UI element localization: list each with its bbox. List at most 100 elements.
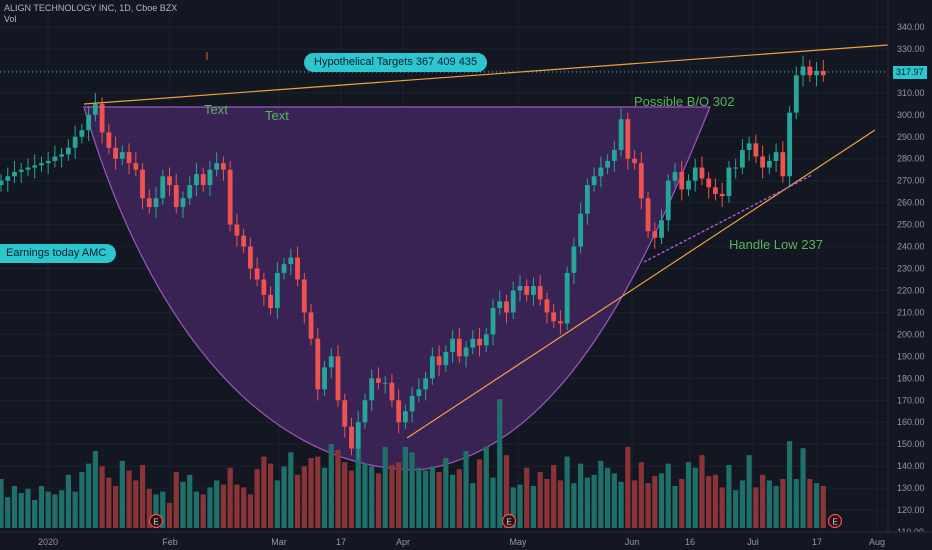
volume-bar bbox=[658, 473, 665, 528]
candle-body bbox=[477, 338, 482, 346]
candle-body bbox=[322, 367, 327, 390]
price-tick-label: 130.00 bbox=[897, 483, 925, 493]
candle-body bbox=[470, 338, 476, 348]
volume-bar bbox=[706, 476, 712, 528]
volume-bar bbox=[591, 474, 597, 528]
candle-body bbox=[692, 167, 698, 181]
volume-bar bbox=[139, 465, 146, 528]
earnings-marker: E bbox=[501, 513, 517, 529]
volume-bar bbox=[598, 460, 604, 528]
candle-body bbox=[66, 147, 71, 155]
volume-bar bbox=[476, 459, 483, 528]
candle-body bbox=[436, 356, 442, 366]
candle-body bbox=[618, 119, 624, 150]
candle-body bbox=[207, 169, 213, 186]
volume-bar bbox=[99, 466, 105, 528]
price-tick-label: 140.00 bbox=[897, 461, 925, 471]
time-tick-label: May bbox=[509, 537, 527, 547]
candle-body bbox=[793, 75, 799, 113]
candle-body bbox=[531, 286, 536, 295]
price-tick-label: 180.00 bbox=[897, 373, 925, 383]
candle-body bbox=[200, 174, 206, 186]
candle-body bbox=[564, 272, 570, 324]
volume-bar bbox=[25, 488, 31, 528]
candle-body bbox=[221, 163, 226, 170]
volume-bar bbox=[760, 474, 766, 528]
volume-bar bbox=[220, 484, 227, 528]
candle-body bbox=[686, 180, 691, 190]
candle-body bbox=[558, 321, 563, 324]
handle-trend-line bbox=[643, 174, 813, 263]
time-tick-label: Mar bbox=[271, 537, 287, 547]
candle-body bbox=[160, 176, 166, 199]
volume-label: Vol bbox=[4, 14, 17, 24]
candle-body bbox=[733, 167, 739, 169]
earnings-marker: E bbox=[827, 513, 843, 529]
candle-body bbox=[281, 264, 287, 273]
volume-bar bbox=[166, 502, 173, 528]
candle-body bbox=[820, 70, 826, 76]
time-axis: 2020 Feb Mar 17 Apr May Jun 16 Jul 17 Aug bbox=[0, 531, 932, 550]
volume-bar bbox=[800, 448, 806, 528]
candle-body bbox=[719, 193, 725, 197]
volume-bar bbox=[470, 483, 476, 528]
volume-bar bbox=[483, 446, 489, 528]
candle-body bbox=[92, 103, 98, 115]
lower-trend-line bbox=[406, 129, 876, 439]
candle-body bbox=[463, 347, 469, 357]
volume-bar bbox=[449, 474, 456, 528]
volume-bar bbox=[261, 456, 267, 528]
volume-bar bbox=[638, 462, 644, 528]
candle-body bbox=[443, 351, 449, 366]
volume-bar bbox=[11, 486, 18, 528]
volume-bar bbox=[739, 480, 745, 528]
last-price-tag: 317.97 bbox=[893, 66, 927, 79]
candle-body bbox=[807, 66, 813, 76]
candle-body bbox=[504, 301, 509, 313]
candle-body bbox=[72, 136, 78, 148]
candle-body bbox=[625, 119, 631, 159]
candle-body bbox=[194, 174, 199, 186]
candle-body bbox=[403, 411, 408, 423]
candle-body bbox=[814, 70, 819, 76]
volume-bar bbox=[773, 486, 779, 528]
earnings-callout[interactable]: Earnings today AMC bbox=[0, 244, 117, 263]
volume-bar bbox=[423, 470, 429, 528]
volume-bar bbox=[0, 479, 4, 528]
earnings-marker: E bbox=[148, 513, 164, 529]
price-tick-label: 200.00 bbox=[897, 329, 925, 339]
volume-bar bbox=[86, 463, 92, 528]
candle-body bbox=[571, 246, 577, 273]
price-tick-label: 260.00 bbox=[897, 198, 925, 208]
candle-body bbox=[106, 132, 112, 148]
candle-body bbox=[753, 143, 759, 157]
candle-body bbox=[591, 176, 597, 186]
volume-bar bbox=[605, 467, 611, 528]
candle-body bbox=[167, 176, 172, 186]
time-tick-label: Apr bbox=[396, 537, 410, 547]
candle-body bbox=[578, 213, 584, 247]
volume-bar bbox=[348, 470, 355, 528]
volume-bar bbox=[611, 473, 617, 528]
candle-body bbox=[780, 152, 786, 177]
earnings-marker-circle bbox=[827, 513, 843, 529]
candle-body bbox=[308, 312, 314, 339]
candle-body bbox=[746, 143, 752, 150]
time-tick-label: 16 bbox=[685, 537, 695, 547]
volume-bar bbox=[294, 474, 301, 528]
handle-low-annotation[interactable]: Handle Low 237 bbox=[729, 237, 823, 252]
price-tick-label: 290.00 bbox=[897, 132, 925, 142]
text-annotation-1[interactable]: Text bbox=[204, 102, 228, 117]
candle-body bbox=[659, 220, 664, 238]
volume-bar bbox=[45, 491, 51, 528]
volume-bar bbox=[793, 479, 799, 528]
targets-callout[interactable]: Hypothelical Targets 367 409 435 bbox=[304, 53, 488, 72]
upper-trend-line bbox=[83, 44, 889, 105]
volume-bar bbox=[692, 467, 698, 528]
candle-body bbox=[79, 130, 85, 137]
breakout-annotation[interactable]: Possible B/O 302 bbox=[634, 94, 735, 109]
text-annotation-2[interactable]: Text bbox=[265, 108, 289, 123]
volume-bar bbox=[214, 480, 220, 528]
candle-body bbox=[497, 301, 503, 309]
